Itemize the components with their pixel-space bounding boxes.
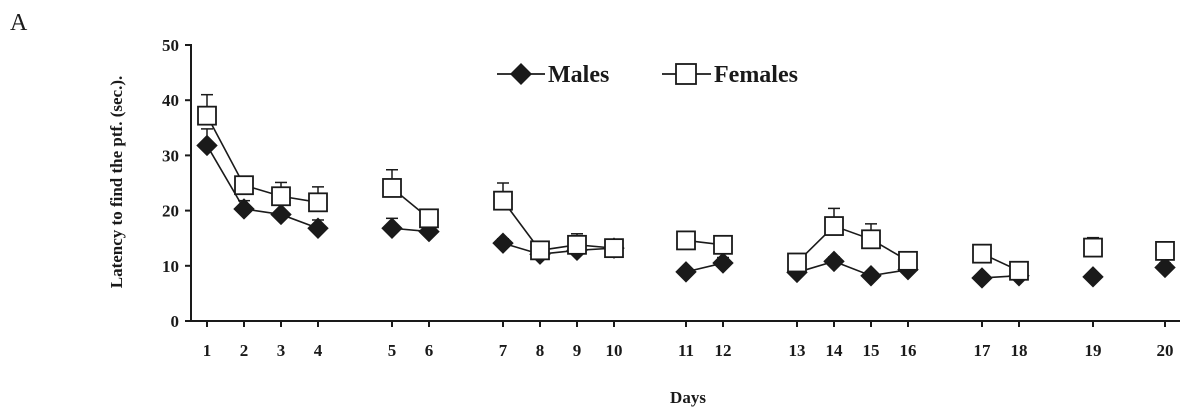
data-point-male — [860, 265, 882, 287]
legend: Males Females — [497, 62, 798, 88]
x-tick-label: 18 — [1011, 341, 1028, 360]
series-line — [206, 115, 319, 204]
data-point-female — [604, 238, 624, 259]
data-point-female — [824, 216, 844, 236]
x-tick-label: 17 — [974, 341, 992, 360]
data-point-female — [493, 190, 513, 211]
data-point-female — [898, 250, 918, 271]
y-tick-label: 30 — [162, 146, 179, 165]
data-point-male — [675, 261, 697, 283]
series-line — [796, 225, 909, 264]
x-tick-label: 15 — [863, 341, 880, 360]
y-axis-title: Latency to find the ptf. (sec.). — [107, 76, 126, 288]
panel-label: A — [10, 10, 28, 36]
x-tick-label: 13 — [789, 341, 806, 360]
x-axis-title: Days — [670, 388, 706, 407]
data-point-male — [307, 217, 329, 239]
data-point-female — [271, 186, 291, 207]
series-line — [502, 200, 615, 252]
y-tick-label: 40 — [162, 91, 179, 110]
x-tick-label: 12 — [715, 341, 732, 360]
legend-marker-males — [510, 63, 532, 85]
series-line — [206, 145, 319, 230]
x-tick-label: 10 — [606, 341, 623, 360]
data-point-male — [712, 252, 734, 274]
data-point-female — [530, 240, 550, 261]
data-point-female — [419, 208, 439, 229]
x-tick-label: 14 — [826, 341, 844, 360]
data-point-male — [492, 232, 514, 254]
data-point-female — [308, 192, 328, 213]
x-tick-label: 1 — [203, 341, 212, 360]
x-tick-label: 20 — [1157, 341, 1174, 360]
data-point-female — [1155, 240, 1175, 261]
legend-marker-females — [675, 63, 697, 85]
data-point-male — [823, 250, 845, 273]
data-point-male — [381, 217, 403, 239]
series-layer — [196, 93, 1176, 289]
x-tick-label: 5 — [388, 341, 397, 360]
y-tick-label: 20 — [162, 202, 179, 221]
legend-label-females: Females — [714, 62, 798, 88]
data-point-female — [713, 234, 733, 255]
x-tick-label: 3 — [277, 341, 286, 360]
data-point-female — [1009, 260, 1029, 281]
x-tick-label: 19 — [1085, 341, 1102, 360]
data-point-male — [196, 134, 218, 157]
data-point-female — [382, 178, 402, 198]
y-tick-label: 10 — [162, 257, 179, 276]
x-tick-label: 9 — [573, 341, 582, 360]
data-point-female — [234, 175, 254, 196]
series-females — [197, 93, 1175, 281]
y-tick-label: 50 — [162, 36, 179, 55]
data-point-male — [971, 267, 993, 289]
data-point-female — [787, 252, 807, 273]
x-tick-label: 16 — [900, 341, 917, 360]
data-point-female — [861, 229, 881, 250]
y-tick-label: 0 — [171, 312, 180, 331]
data-point-male — [1154, 256, 1176, 279]
x-tick-label: 8 — [536, 341, 545, 360]
data-point-male — [270, 203, 292, 226]
data-point-female — [567, 234, 587, 255]
x-tick-label: 7 — [499, 341, 508, 360]
data-point-female — [972, 243, 992, 264]
series-line — [796, 260, 909, 277]
data-point-male — [1082, 266, 1104, 288]
x-tick-label: 2 — [240, 341, 249, 360]
data-point-female — [1083, 237, 1103, 258]
x-tick-label: 11 — [678, 341, 694, 360]
x-tick-label: 6 — [425, 341, 434, 360]
x-tick-label: 4 — [314, 341, 323, 360]
data-point-male — [233, 198, 255, 220]
legend-label-males: Males — [548, 62, 609, 88]
data-point-female — [197, 105, 217, 126]
data-point-female — [676, 230, 696, 251]
series-line — [502, 242, 615, 256]
